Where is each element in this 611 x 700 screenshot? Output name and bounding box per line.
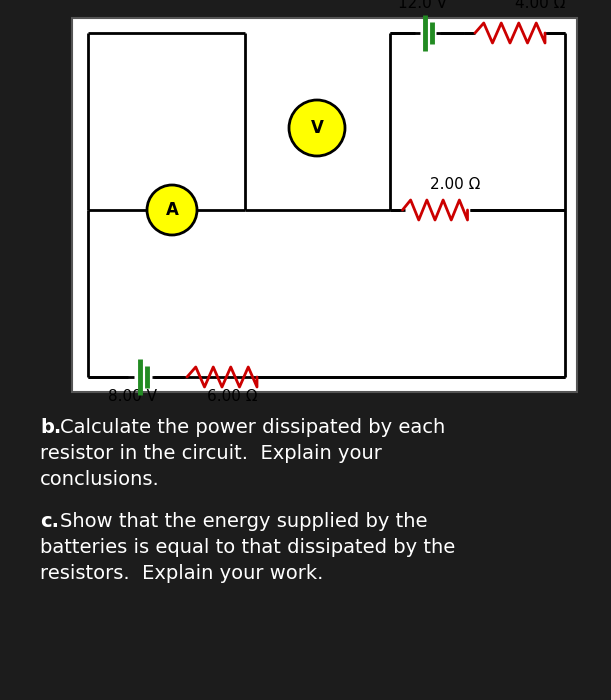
Text: 12.0 V: 12.0 V [398,0,447,11]
Text: b.: b. [40,418,61,437]
Text: 4.00 Ω: 4.00 Ω [515,0,565,11]
Text: batteries is equal to that dissipated by the: batteries is equal to that dissipated by… [40,538,455,556]
Text: 6.00 Ω: 6.00 Ω [207,389,257,404]
Bar [72,18,577,392]
Text: resistors.  Explain your work.: resistors. Explain your work. [40,564,323,582]
Circle shape [147,185,197,235]
Text: c.: c. [40,512,59,531]
Text: resistor in the circuit.  Explain your: resistor in the circuit. Explain your [40,444,382,463]
Text: Calculate the power dissipated by each: Calculate the power dissipated by each [60,418,445,437]
Text: Show that the energy supplied by the: Show that the energy supplied by the [60,512,428,531]
Text: V: V [310,119,323,137]
Text: 2.00 Ω: 2.00 Ω [430,177,480,192]
Text: 8.00 V: 8.00 V [109,389,158,404]
Text: A: A [166,201,178,219]
Circle shape [289,100,345,156]
Text: conclusions.: conclusions. [40,470,159,489]
